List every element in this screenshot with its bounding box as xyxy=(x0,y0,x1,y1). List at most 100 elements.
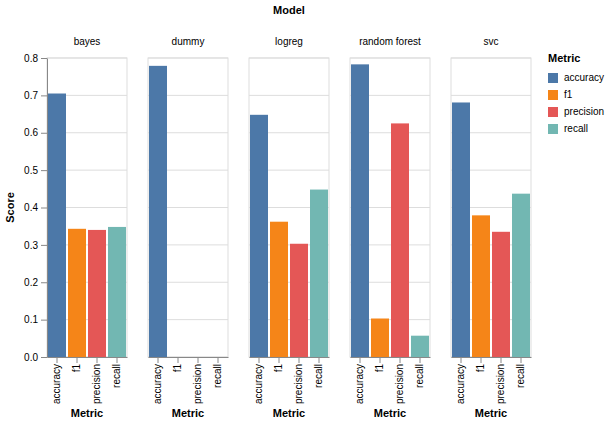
y-tick-label: 0.8 xyxy=(24,53,38,64)
x-tick-label: accuracy xyxy=(253,364,264,404)
x-tick-label: precision xyxy=(192,364,203,404)
x-axis-title: Metric xyxy=(374,407,406,419)
grid-line xyxy=(451,58,531,59)
y-tick-label: 0.3 xyxy=(24,240,38,251)
x-tick-mark xyxy=(158,357,159,363)
x-axis-title: Metric xyxy=(172,407,204,419)
x-tick: recall xyxy=(414,357,425,388)
x-tick-mark xyxy=(400,357,401,363)
bar xyxy=(209,357,227,358)
x-tick-label: precision xyxy=(293,364,304,404)
x-tick: f1 xyxy=(71,357,82,372)
y-tick: 0.4 xyxy=(24,202,47,213)
x-axis: accuracyf1precisionrecall xyxy=(149,357,229,404)
y-tick-label: 0.4 xyxy=(24,202,38,213)
bar xyxy=(48,94,66,357)
grid-line xyxy=(350,58,430,59)
y-tick-label: 0.1 xyxy=(24,314,38,325)
x-axis: accuracyf1precisionrecall xyxy=(250,357,330,404)
x-tick: f1 xyxy=(273,357,284,372)
legend-label: f1 xyxy=(564,89,573,100)
x-tick-mark xyxy=(461,357,462,363)
x-tick: recall xyxy=(111,357,122,388)
y-tick-mark xyxy=(41,357,47,358)
grid xyxy=(47,58,127,357)
x-tick: accuracy xyxy=(455,357,466,404)
facet: bayes accuracy f1 precision recall Metric 0.0 0… xyxy=(24,36,127,419)
x-axis-line xyxy=(452,357,532,358)
x-tick: accuracy xyxy=(51,357,62,404)
facet-title: logreg xyxy=(275,36,303,47)
x-axis-line xyxy=(351,357,431,358)
y-tick-label: 0.7 xyxy=(24,90,38,101)
x-tick-label: precision xyxy=(495,364,506,404)
y-tick: 0.6 xyxy=(24,127,47,138)
plot-frame xyxy=(148,58,228,357)
facet-title: bayes xyxy=(74,36,101,47)
grid xyxy=(148,58,228,357)
chart-title: Model xyxy=(273,4,305,16)
x-tick-mark xyxy=(198,357,199,363)
x-axis-line xyxy=(250,357,330,358)
bar xyxy=(391,123,409,357)
plot-frame xyxy=(249,58,329,357)
plot-frame xyxy=(451,58,531,357)
y-axis-line xyxy=(47,59,48,358)
x-tick-mark xyxy=(420,357,421,363)
facet-title: svc xyxy=(484,36,499,47)
legend-swatch xyxy=(548,107,558,117)
x-tick-label: recall xyxy=(515,364,526,388)
bar xyxy=(88,230,106,357)
x-tick-label: precision xyxy=(91,364,102,404)
x-tick: precision xyxy=(394,357,405,404)
facet: logregaccuracyf1precisionrecallMetric xyxy=(249,36,330,419)
facet: svcaccuracyf1precisionrecallMetric xyxy=(451,36,532,419)
x-tick-label: f1 xyxy=(374,364,385,373)
y-tick-mark xyxy=(41,95,47,96)
bar xyxy=(512,194,530,357)
y-tick: 0.8 xyxy=(24,53,47,64)
bar xyxy=(68,229,86,357)
x-tick-label: accuracy xyxy=(51,364,62,404)
bar xyxy=(411,336,429,357)
bar xyxy=(492,232,510,357)
x-tick: precision xyxy=(495,357,506,404)
y-tick-mark xyxy=(41,245,47,246)
legend-label: recall xyxy=(564,123,588,134)
x-axis: accuracy f1 precision recall xyxy=(452,357,532,404)
x-tick-mark xyxy=(380,357,381,363)
grid-line xyxy=(451,95,531,96)
bar xyxy=(371,319,389,357)
y-tick: 0.2 xyxy=(24,277,47,288)
bars xyxy=(452,102,530,357)
bar xyxy=(108,227,126,357)
x-tick-label: accuracy xyxy=(354,364,365,404)
grid-line xyxy=(148,58,228,59)
y-tick: 0.0 xyxy=(24,352,47,363)
grid-line xyxy=(249,58,329,59)
x-tick-label: recall xyxy=(111,364,122,388)
x-tick: precision xyxy=(91,357,102,404)
bars xyxy=(250,115,328,357)
x-axis: accuracy f1 precision recall xyxy=(48,357,128,404)
bars xyxy=(149,66,167,357)
x-tick-label: accuracy xyxy=(455,364,466,404)
grid-line xyxy=(47,58,127,59)
y-tick-label: 0.2 xyxy=(24,277,38,288)
x-axis-title: Metric xyxy=(71,407,103,419)
grid xyxy=(249,58,329,357)
y-tick-mark xyxy=(41,58,47,59)
x-tick: f1 xyxy=(475,357,486,372)
y-axis: 0.00.10.20.30.40.50.60.70.8 xyxy=(24,53,47,363)
x-tick: recall xyxy=(212,357,223,388)
grid xyxy=(350,58,430,357)
y-axis-title: Score xyxy=(4,192,16,223)
legend-swatch xyxy=(548,124,558,134)
y-tick: 0.1 xyxy=(24,314,47,325)
y-tick-mark xyxy=(41,170,47,171)
x-tick: recall xyxy=(515,357,526,388)
y-tick: 0.7 xyxy=(24,90,47,101)
bar xyxy=(351,64,369,357)
bars xyxy=(351,64,429,357)
x-tick-mark xyxy=(97,357,98,363)
